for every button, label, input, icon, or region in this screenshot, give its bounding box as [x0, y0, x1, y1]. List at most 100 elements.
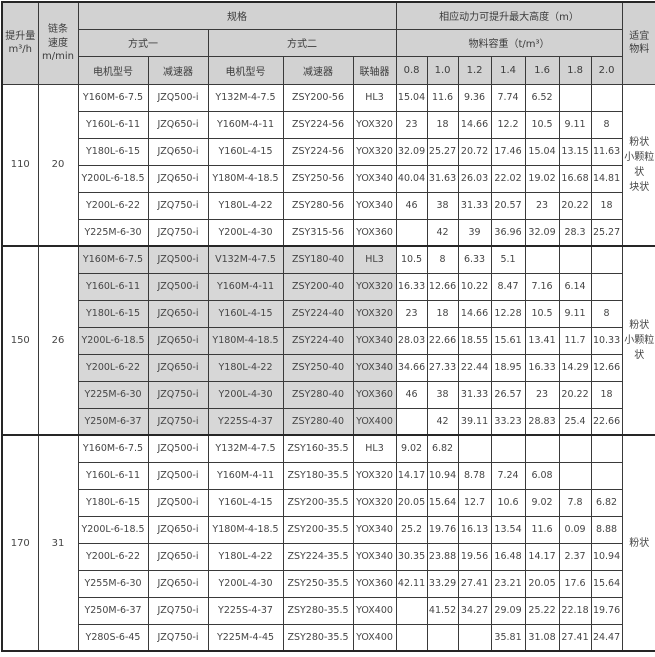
motor2-model-cell: Y160L-4-15 [207, 137, 284, 166]
table-body: 110 20 Y160M-6-7.5 JZQ500-i Y132M-4-7.5 ZSY20… [1, 83, 655, 652]
reducer1-model-cell: JZQ750-i [147, 407, 209, 436]
density-header-6: 2.0 [590, 55, 623, 85]
height-value-cell-0.8: 40.04 [395, 164, 428, 193]
reducer1-model-cell: JZQ650-i [147, 299, 209, 328]
height-value-cell-1.4: 18.95 [490, 353, 526, 382]
motor1-model-cell: Y180L-6-15 [77, 137, 149, 166]
reducer1-model-cell: JZQ750-i [147, 191, 209, 220]
height-value-cell-1.6: 19.02 [524, 164, 560, 193]
table-row: Y250M-6-37 JZQ750-i Y225S-4-37 ZSY280-40 YOX… [2, 407, 655, 436]
reducer2-model-cell: ZSY250-40 [282, 353, 354, 382]
height-value-cell-1.8 [558, 461, 592, 490]
reducer1-model-cell: JZQ500-i [147, 461, 209, 490]
material-cell: 粉状 小颗粒状 [621, 245, 655, 436]
height-value-cell-1.4: 8.47 [490, 272, 526, 301]
height-value-cell-1.2: 18.55 [457, 326, 492, 355]
motor1-model-cell: Y160M-6-7.5 [77, 83, 149, 112]
height-value-cell-1.0: 33.29 [426, 569, 459, 598]
reducer1-model-cell: JZQ650-i [147, 137, 209, 166]
height-value-cell-2.0 [590, 434, 623, 463]
height-value-cell-1.0: 12.66 [426, 272, 459, 301]
motor1-model-cell: Y160M-6-7.5 [77, 434, 149, 463]
reducer2-model-cell: ZSY224-56 [282, 110, 354, 139]
coupling-model-cell: YOX340 [352, 164, 397, 193]
motor1-model-cell: Y200L-6-22 [77, 353, 149, 382]
motor1-model-cell: Y250M-6-37 [77, 407, 149, 436]
motor2-header: 电机型号 [207, 55, 284, 85]
height-value-cell-1.0: 42 [426, 218, 459, 247]
reducer2-model-cell: ZSY224-40 [282, 326, 354, 355]
density-header-0: 0.8 [395, 55, 428, 85]
height-value-cell-0.8: 42.11 [395, 569, 428, 598]
motor2-model-cell: Y160L-4-15 [207, 488, 284, 517]
material-label-2: 物料 [629, 44, 650, 56]
height-value-cell-1.0: 22.66 [426, 326, 459, 355]
height-value-cell-1.6: 23 [524, 191, 560, 220]
height-value-cell-2.0: 11.63 [590, 137, 623, 166]
height-value-cell-1.2: 14.66 [457, 299, 492, 328]
height-value-cell-0.8: 9.02 [395, 434, 428, 463]
height-value-cell-0.8: 46 [395, 380, 428, 409]
height-value-cell-1.8: 14.29 [558, 353, 592, 382]
height-value-cell-1.2: 26.03 [457, 164, 492, 193]
height-value-cell-1.6: 20.05 [524, 569, 560, 598]
coupling-model-cell: YOX400 [352, 596, 397, 625]
height-value-cell-1.0: 15.64 [426, 488, 459, 517]
height-value-cell-1.2 [457, 434, 492, 463]
height-value-cell-1.2: 19.56 [457, 542, 492, 571]
table-row: Y250M-6-37 JZQ750-i Y225S-4-37 ZSY280-35.5 Y… [2, 596, 655, 625]
height-value-cell-1.4: 15.61 [490, 326, 526, 355]
reducer2-model-cell: ZSY160-35.5 [282, 434, 354, 463]
lift-capacity-unit: m³/h [8, 44, 32, 56]
motor1-model-cell: Y280S-6-45 [77, 623, 149, 652]
coupling-model-cell: YOX340 [352, 353, 397, 382]
height-value-cell-1.8: 7.8 [558, 488, 592, 517]
header-row-2: 方式一 方式二 物料容重（t/m³） [2, 28, 655, 57]
height-value-cell-1.8: 25.4 [558, 407, 592, 436]
coupling-model-cell: YOX360 [352, 380, 397, 409]
height-value-cell-1.8: 27.41 [558, 623, 592, 652]
motor2-model-cell: Y160L-4-15 [207, 299, 284, 328]
height-value-cell-1.4: 20.57 [490, 191, 526, 220]
height-value-cell-2.0: 24.47 [590, 623, 623, 652]
coupling-header: 联轴器 [352, 55, 397, 85]
height-value-cell-1.6: 6.52 [524, 83, 560, 112]
height-value-cell-0.8: 32.09 [395, 137, 428, 166]
height-value-cell-1.8: 9.11 [558, 299, 592, 328]
height-value-cell-1.4: 33.23 [490, 407, 526, 436]
header-row-1: 提升量 m³/h 链条 速度 m/min 规格 相应动力可提升最大高度（m） 适… [1, 1, 655, 85]
height-value-cell-1.0: 41.52 [426, 596, 459, 625]
height-value-cell-2.0: 25.27 [590, 218, 623, 247]
height-value-cell-1.6: 25.22 [524, 596, 560, 625]
height-value-cell-1.8: 11.7 [558, 326, 592, 355]
height-value-cell-2.0: 19.76 [590, 596, 623, 625]
reducer1-model-cell: JZQ650-i [147, 110, 209, 139]
height-value-cell-1.2: 9.36 [457, 83, 492, 112]
reducer1-model-cell: JZQ650-i [147, 569, 209, 598]
height-value-cell-0.8 [395, 218, 428, 247]
coupling-model-cell: YOX320 [352, 461, 397, 490]
table-row: Y180L-6-15 JZQ500-i Y160L-4-15 ZSY200-35.5 Y… [2, 488, 655, 517]
table-row: 150 26 Y160M-6-7.5 JZQ500-i V132M-4-7.5 ZSY18… [1, 245, 655, 436]
height-value-cell-0.8: 23 [395, 110, 428, 139]
motor1-model-cell: Y225M-6-30 [77, 218, 149, 247]
height-value-cell-0.8: 46 [395, 191, 428, 220]
height-value-cell-1.6: 15.04 [524, 137, 560, 166]
height-value-cell-1.2: 39 [457, 218, 492, 247]
mode2-header: 方式二 [207, 28, 397, 57]
chain-speed-cell: 31 [37, 434, 79, 652]
reducer2-model-cell: ZSY250-35.5 [282, 569, 354, 598]
height-value-cell-0.8 [395, 596, 428, 625]
height-value-cell-1.2: 31.33 [457, 191, 492, 220]
height-value-cell-1.6: 7.16 [524, 272, 560, 301]
spec-group-header: 规格 [77, 1, 397, 30]
height-value-cell-0.8 [395, 407, 428, 436]
reducer1-model-cell: JZQ500-i [147, 83, 209, 112]
height-value-cell-1.6: 13.41 [524, 326, 560, 355]
height-value-cell-2.0: 8 [590, 299, 623, 328]
height-value-cell-1.4: 22.02 [490, 164, 526, 193]
table-header: 提升量 m³/h 链条 速度 m/min 规格 相应动力可提升最大高度（m） 适… [1, 1, 655, 85]
height-value-cell-1.8: 0.09 [558, 515, 592, 544]
table-row: Y200L-6-22 JZQ650-i Y180L-4-22 ZSY250-40 YOX… [2, 353, 655, 382]
height-value-cell-2.0: 8.88 [590, 515, 623, 544]
